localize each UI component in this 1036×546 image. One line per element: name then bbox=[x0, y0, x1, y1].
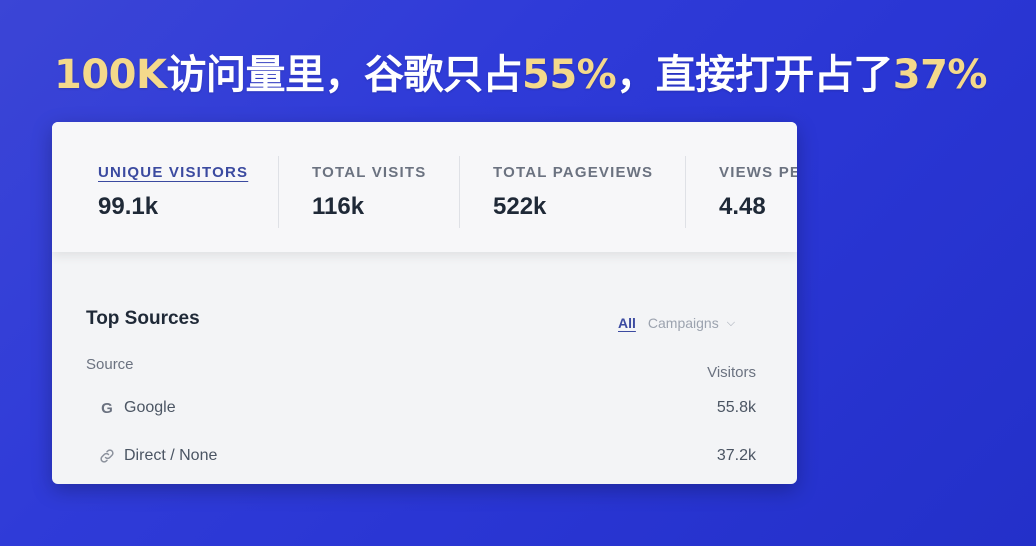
source-row-direct[interactable]: Direct / None 37.2k bbox=[86, 443, 756, 469]
headline-google-share: 55% bbox=[522, 52, 617, 98]
source-filters: All Campaigns ⌵ bbox=[618, 315, 735, 331]
stat-value: 99.1k bbox=[98, 193, 159, 220]
filter-all-tab[interactable]: All bbox=[618, 315, 636, 331]
headline-text-2: ，直接打开占了 bbox=[616, 52, 893, 98]
column-header-source: Source bbox=[86, 356, 134, 373]
stat-total-visits[interactable]: TOTAL VISITS 116k bbox=[279, 122, 460, 252]
stat-views-per-visit[interactable]: VIEWS PE 4.48 bbox=[686, 122, 797, 252]
headline-caption: 100K访问量里，谷歌只占55%，直接打开占了37% bbox=[54, 42, 988, 100]
headline-direct-share: 37% bbox=[892, 52, 988, 98]
top-sources-title: Top Sources bbox=[86, 308, 200, 329]
source-visitors: 37.2k bbox=[716, 447, 756, 464]
stat-label: TOTAL VISITS bbox=[312, 164, 427, 181]
stat-total-pageviews[interactable]: TOTAL PAGEVIEWS 522k bbox=[460, 122, 686, 252]
link-icon bbox=[96, 445, 118, 467]
stat-unique-visitors[interactable]: UNIQUE VISITORS 99.1k bbox=[52, 122, 279, 252]
top-sources-panel: Top Sources All Campaigns ⌵ Source Visit… bbox=[52, 252, 797, 484]
column-header-visitors: Visitors bbox=[707, 364, 756, 381]
analytics-card: UNIQUE VISITORS 99.1k TOTAL VISITS 116k … bbox=[52, 122, 797, 484]
chevron-down-icon[interactable]: ⌵ bbox=[726, 316, 736, 329]
source-visitors: 55.8k bbox=[716, 399, 756, 416]
filter-campaigns-dropdown[interactable]: Campaigns bbox=[647, 315, 719, 331]
stat-label: TOTAL PAGEVIEWS bbox=[493, 164, 654, 181]
headline-total: 100K bbox=[54, 52, 167, 98]
google-icon: G bbox=[101, 399, 113, 417]
stat-label: UNIQUE VISITORS bbox=[98, 164, 249, 181]
source-name: Google bbox=[124, 399, 176, 416]
stat-label: VIEWS PE bbox=[719, 164, 797, 181]
stat-value: 522k bbox=[493, 193, 547, 220]
headline-text-1: 访问量里，谷歌只占 bbox=[166, 52, 523, 98]
stat-value: 4.48 bbox=[719, 193, 766, 220]
source-row-google[interactable]: G Google 55.8k bbox=[86, 395, 756, 421]
source-name: Direct / None bbox=[124, 447, 218, 464]
stat-value: 116k bbox=[312, 193, 365, 220]
stats-bar: UNIQUE VISITORS 99.1k TOTAL VISITS 116k … bbox=[52, 122, 797, 252]
